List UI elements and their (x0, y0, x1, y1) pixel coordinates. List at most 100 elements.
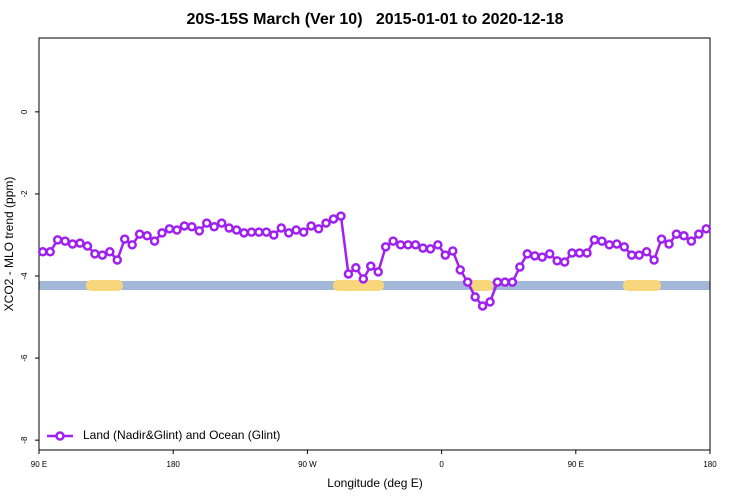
data-point (157, 228, 167, 238)
data-point (641, 247, 652, 257)
data-point (269, 230, 279, 240)
data-point (343, 269, 354, 279)
land-strip (623, 280, 661, 291)
data-point (202, 218, 212, 228)
plot-frame (38, 37, 711, 451)
y-tick-label: -8 (20, 436, 29, 444)
land-strip (333, 280, 384, 291)
data-point (179, 221, 190, 231)
land-strip (469, 280, 493, 291)
data-point (410, 240, 421, 250)
data-point (187, 222, 197, 232)
data-point (351, 263, 361, 273)
x-tick-label: 90 E (31, 460, 47, 469)
data-point (373, 267, 383, 277)
data-point (544, 249, 555, 259)
data-point (403, 240, 413, 250)
data-point (515, 262, 525, 272)
data-point (149, 236, 160, 246)
data-point (597, 236, 607, 246)
data-point (418, 243, 428, 253)
data-point (694, 229, 704, 239)
data-point (97, 250, 108, 260)
data-point (425, 244, 436, 254)
data-point (612, 239, 622, 249)
data-point (604, 240, 615, 250)
data-point (336, 211, 346, 221)
data-point (313, 224, 324, 234)
chart-title: 20S-15S March (Ver 10) 2015-01-01 to 202… (186, 11, 563, 28)
data-point (172, 225, 182, 235)
x-tick-label: 90 E (568, 460, 584, 469)
data-point (60, 236, 70, 246)
data-point (619, 242, 630, 252)
data-point (649, 255, 659, 265)
data-point (686, 236, 697, 246)
data-point (67, 239, 78, 249)
data-point (75, 238, 85, 248)
data-point (246, 227, 257, 237)
data-point (567, 248, 577, 258)
data-point (261, 227, 272, 237)
data-point (328, 214, 339, 224)
data-point (634, 250, 644, 260)
data-point (462, 277, 473, 287)
data-point (90, 249, 100, 259)
data-point (284, 228, 294, 238)
data-point (105, 247, 115, 257)
data-point (671, 229, 682, 239)
data-point (477, 301, 488, 311)
data-point (119, 234, 130, 244)
y-tick-label: 0 (20, 109, 29, 114)
data-point (656, 234, 667, 244)
x-tick-label: 180 (703, 460, 717, 469)
data-point (45, 247, 55, 257)
data-point (701, 224, 712, 234)
data-point (321, 218, 331, 228)
data-point (112, 255, 123, 265)
data-point (142, 231, 152, 241)
legend-label: Land (Nadir&Glint) and Ocean (Glint) (83, 428, 280, 442)
data-point (366, 261, 376, 271)
data-point (358, 274, 369, 284)
legend-marker (55, 431, 65, 441)
data-point (440, 250, 451, 260)
data-point (37, 247, 48, 257)
data-point (254, 227, 264, 237)
data-point (306, 221, 316, 231)
data-point (574, 248, 585, 258)
data-point (500, 277, 510, 287)
x-tick-label: 0 (439, 460, 444, 469)
data-point (134, 229, 145, 239)
data-point (559, 257, 570, 267)
data-point (530, 251, 540, 261)
land-strip (86, 280, 123, 291)
data-point (82, 241, 93, 251)
data-point (298, 227, 309, 237)
data-point (276, 223, 287, 233)
data-point (52, 235, 63, 245)
data-point (582, 248, 592, 258)
data-point (626, 250, 637, 260)
data-point (216, 218, 227, 228)
data-point (448, 246, 458, 256)
data-point (194, 226, 205, 236)
x-tick-label: 90 W (298, 460, 317, 469)
data-point (455, 265, 465, 275)
data-point (239, 228, 249, 238)
x-tick-label: 180 (167, 460, 181, 469)
y-tick-label: -2 (20, 190, 29, 198)
data-point (164, 224, 175, 234)
data-point (209, 222, 219, 232)
data-point (470, 292, 480, 302)
data-point (380, 242, 391, 252)
y-tick-label: -6 (20, 354, 29, 362)
data-point (522, 249, 533, 259)
data-point (552, 256, 562, 266)
data-point (433, 240, 443, 250)
data-point (492, 277, 503, 287)
data-point (589, 235, 600, 245)
data-point (224, 223, 234, 233)
data-point (127, 240, 137, 250)
